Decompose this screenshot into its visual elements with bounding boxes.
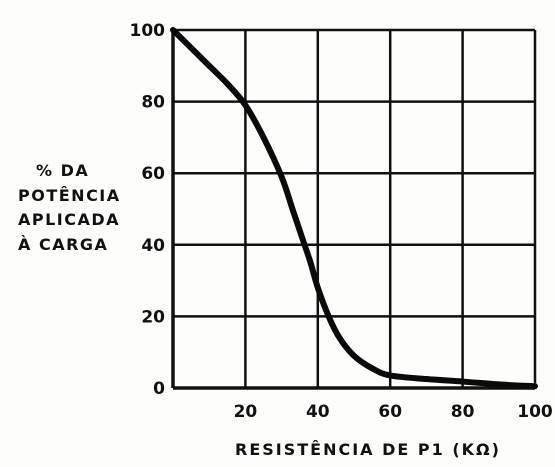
y-tick-label-60: 60 [141,164,165,184]
y-tick-labels: 0 20 40 60 80 100 [130,21,166,399]
y-tick-label-100: 100 [130,21,166,41]
y-tick-label-20: 20 [141,307,165,327]
axes [171,30,535,390]
x-tick-label-60: 60 [378,402,402,422]
x-tick-label-100: 100 [517,402,553,422]
x-axis-label: RESISTÊNCIA DE P1 (KΩ) [235,440,501,459]
x-tick-label-40: 40 [306,402,330,422]
x-tick-labels: 20 40 60 80 100 [234,402,553,422]
x-tick-label-80: 80 [451,402,475,422]
y-tick-label-40: 40 [141,236,165,256]
x-tick-label-20: 20 [234,402,258,422]
power-curve-line [170,27,538,390]
y-axis-label-line-3: APLICADA [18,210,120,229]
y-tick-label-80: 80 [141,93,165,113]
y-tick-label-0: 0 [153,379,165,399]
y-axis-label-line-2: POTÊNCIA [18,186,121,205]
y-axis-label-line-4: À CARGA [18,235,108,254]
y-axis-label-line-1: % DA [36,161,89,180]
